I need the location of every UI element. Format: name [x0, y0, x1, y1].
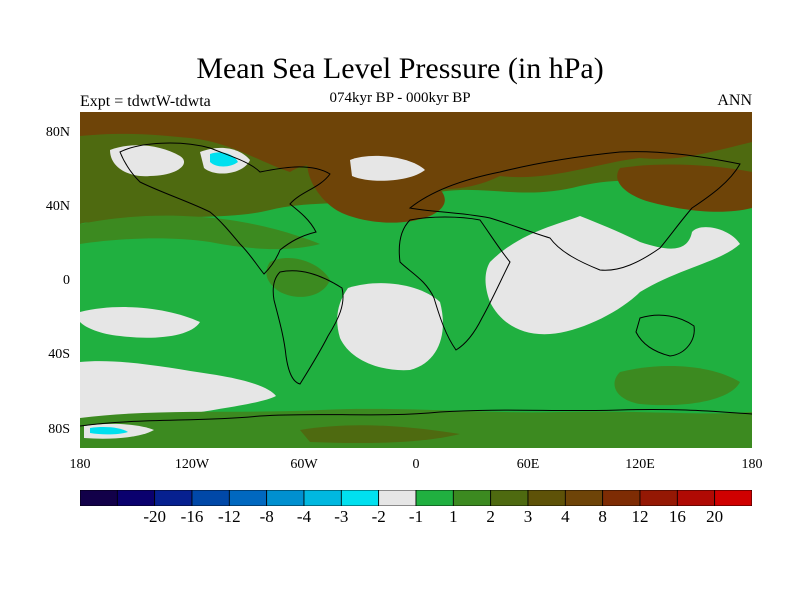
experiment-label: Expt = tdwtW-tdwta [80, 93, 211, 110]
lon-tick-label: 180 [741, 457, 763, 472]
field-cyan-ross [90, 427, 128, 435]
colorbar-swatch [116, 490, 156, 506]
pressure-anomaly-map [80, 112, 752, 448]
colorbar-swatch [378, 490, 417, 506]
colorbar-label: 8 [598, 507, 607, 526]
season-label: ANN [717, 92, 752, 109]
lon-tick-label: 60E [516, 457, 540, 472]
colorbar-swatch [415, 490, 454, 506]
field-olive-tropics [266, 258, 330, 297]
colorbar-label: 2 [486, 507, 495, 526]
field-grey-indian [485, 216, 740, 335]
colorbar-label: 12 [631, 507, 649, 526]
lon-tick-label: 180 [69, 457, 91, 472]
colorbar-swatch [340, 490, 380, 506]
colorbar-swatch [191, 490, 230, 506]
colorbar-swatch [527, 490, 566, 506]
lon-tick-label: 120W [174, 457, 210, 472]
colorbar-label: 20 [706, 507, 724, 526]
colorbar-swatch [639, 490, 678, 506]
field-brown-atlantic [307, 149, 445, 223]
coastline-antarctica [80, 408, 752, 427]
coastline-africa [398, 216, 511, 351]
colorbar-swatch [266, 490, 305, 506]
field-olive-na [80, 215, 320, 250]
lat-tick-label: 80N [45, 125, 70, 140]
field-grey-greenland [350, 155, 425, 181]
field-dolive-antarctic [300, 425, 460, 444]
coastlines [80, 142, 752, 427]
colorbar-swatch [80, 490, 118, 506]
colorbar-swatch [714, 490, 752, 506]
colorbar-swatch [564, 490, 604, 506]
colorbar-swatch [490, 490, 529, 506]
lat-tick-label: 40S [48, 347, 70, 362]
coastline-eurasia [408, 151, 741, 271]
lon-tick-label: 60W [290, 457, 318, 472]
lat-tick-label: 40N [45, 199, 70, 214]
field-grey-southern [80, 361, 276, 428]
colorbar-label: -2 [371, 507, 386, 526]
chart-title: Mean Sea Level Pressure (in hPa) [196, 52, 604, 85]
colorbar-label: 4 [561, 507, 570, 526]
colorbar-swatch [452, 490, 492, 506]
colorbar-swatch [303, 490, 342, 506]
coastline-north-america [119, 142, 331, 275]
colorbar-swatch [602, 490, 641, 506]
colorbar-label: 16 [668, 507, 686, 526]
colorbar-label: -12 [217, 507, 241, 526]
colorbar-swatch [228, 490, 268, 506]
colorbar-swatch [676, 490, 716, 506]
lat-tick-label: 80S [48, 422, 70, 437]
colorbar-label: -20 [143, 507, 166, 526]
lon-tick-label: 0 [412, 457, 420, 472]
colorbar [80, 490, 752, 506]
colorbar-label: -8 [259, 507, 274, 526]
colorbar-label: 1 [449, 507, 458, 526]
colorbar-swatch [154, 490, 193, 506]
colorbar-label: -3 [334, 507, 349, 526]
lon-tick-label: 120E [625, 457, 655, 472]
field-brown-pacific [617, 164, 752, 212]
coastline-south-america [272, 270, 344, 385]
colorbar-label: 3 [523, 507, 533, 526]
field-brown-north [80, 112, 752, 190]
lat-tick-label: 0 [63, 273, 70, 288]
colorbar-label: -1 [408, 507, 424, 526]
field-grey-south-pacific [80, 307, 200, 338]
colorbar-label: -4 [296, 507, 312, 526]
coastline-australia [635, 314, 695, 357]
field-grey-atlantic [337, 283, 443, 371]
field-olive-southern-pacific [614, 366, 740, 406]
chart-subtitle: 074kyr BP - 000kyr BP [329, 90, 471, 106]
colorbar-label: -16 [180, 507, 204, 526]
